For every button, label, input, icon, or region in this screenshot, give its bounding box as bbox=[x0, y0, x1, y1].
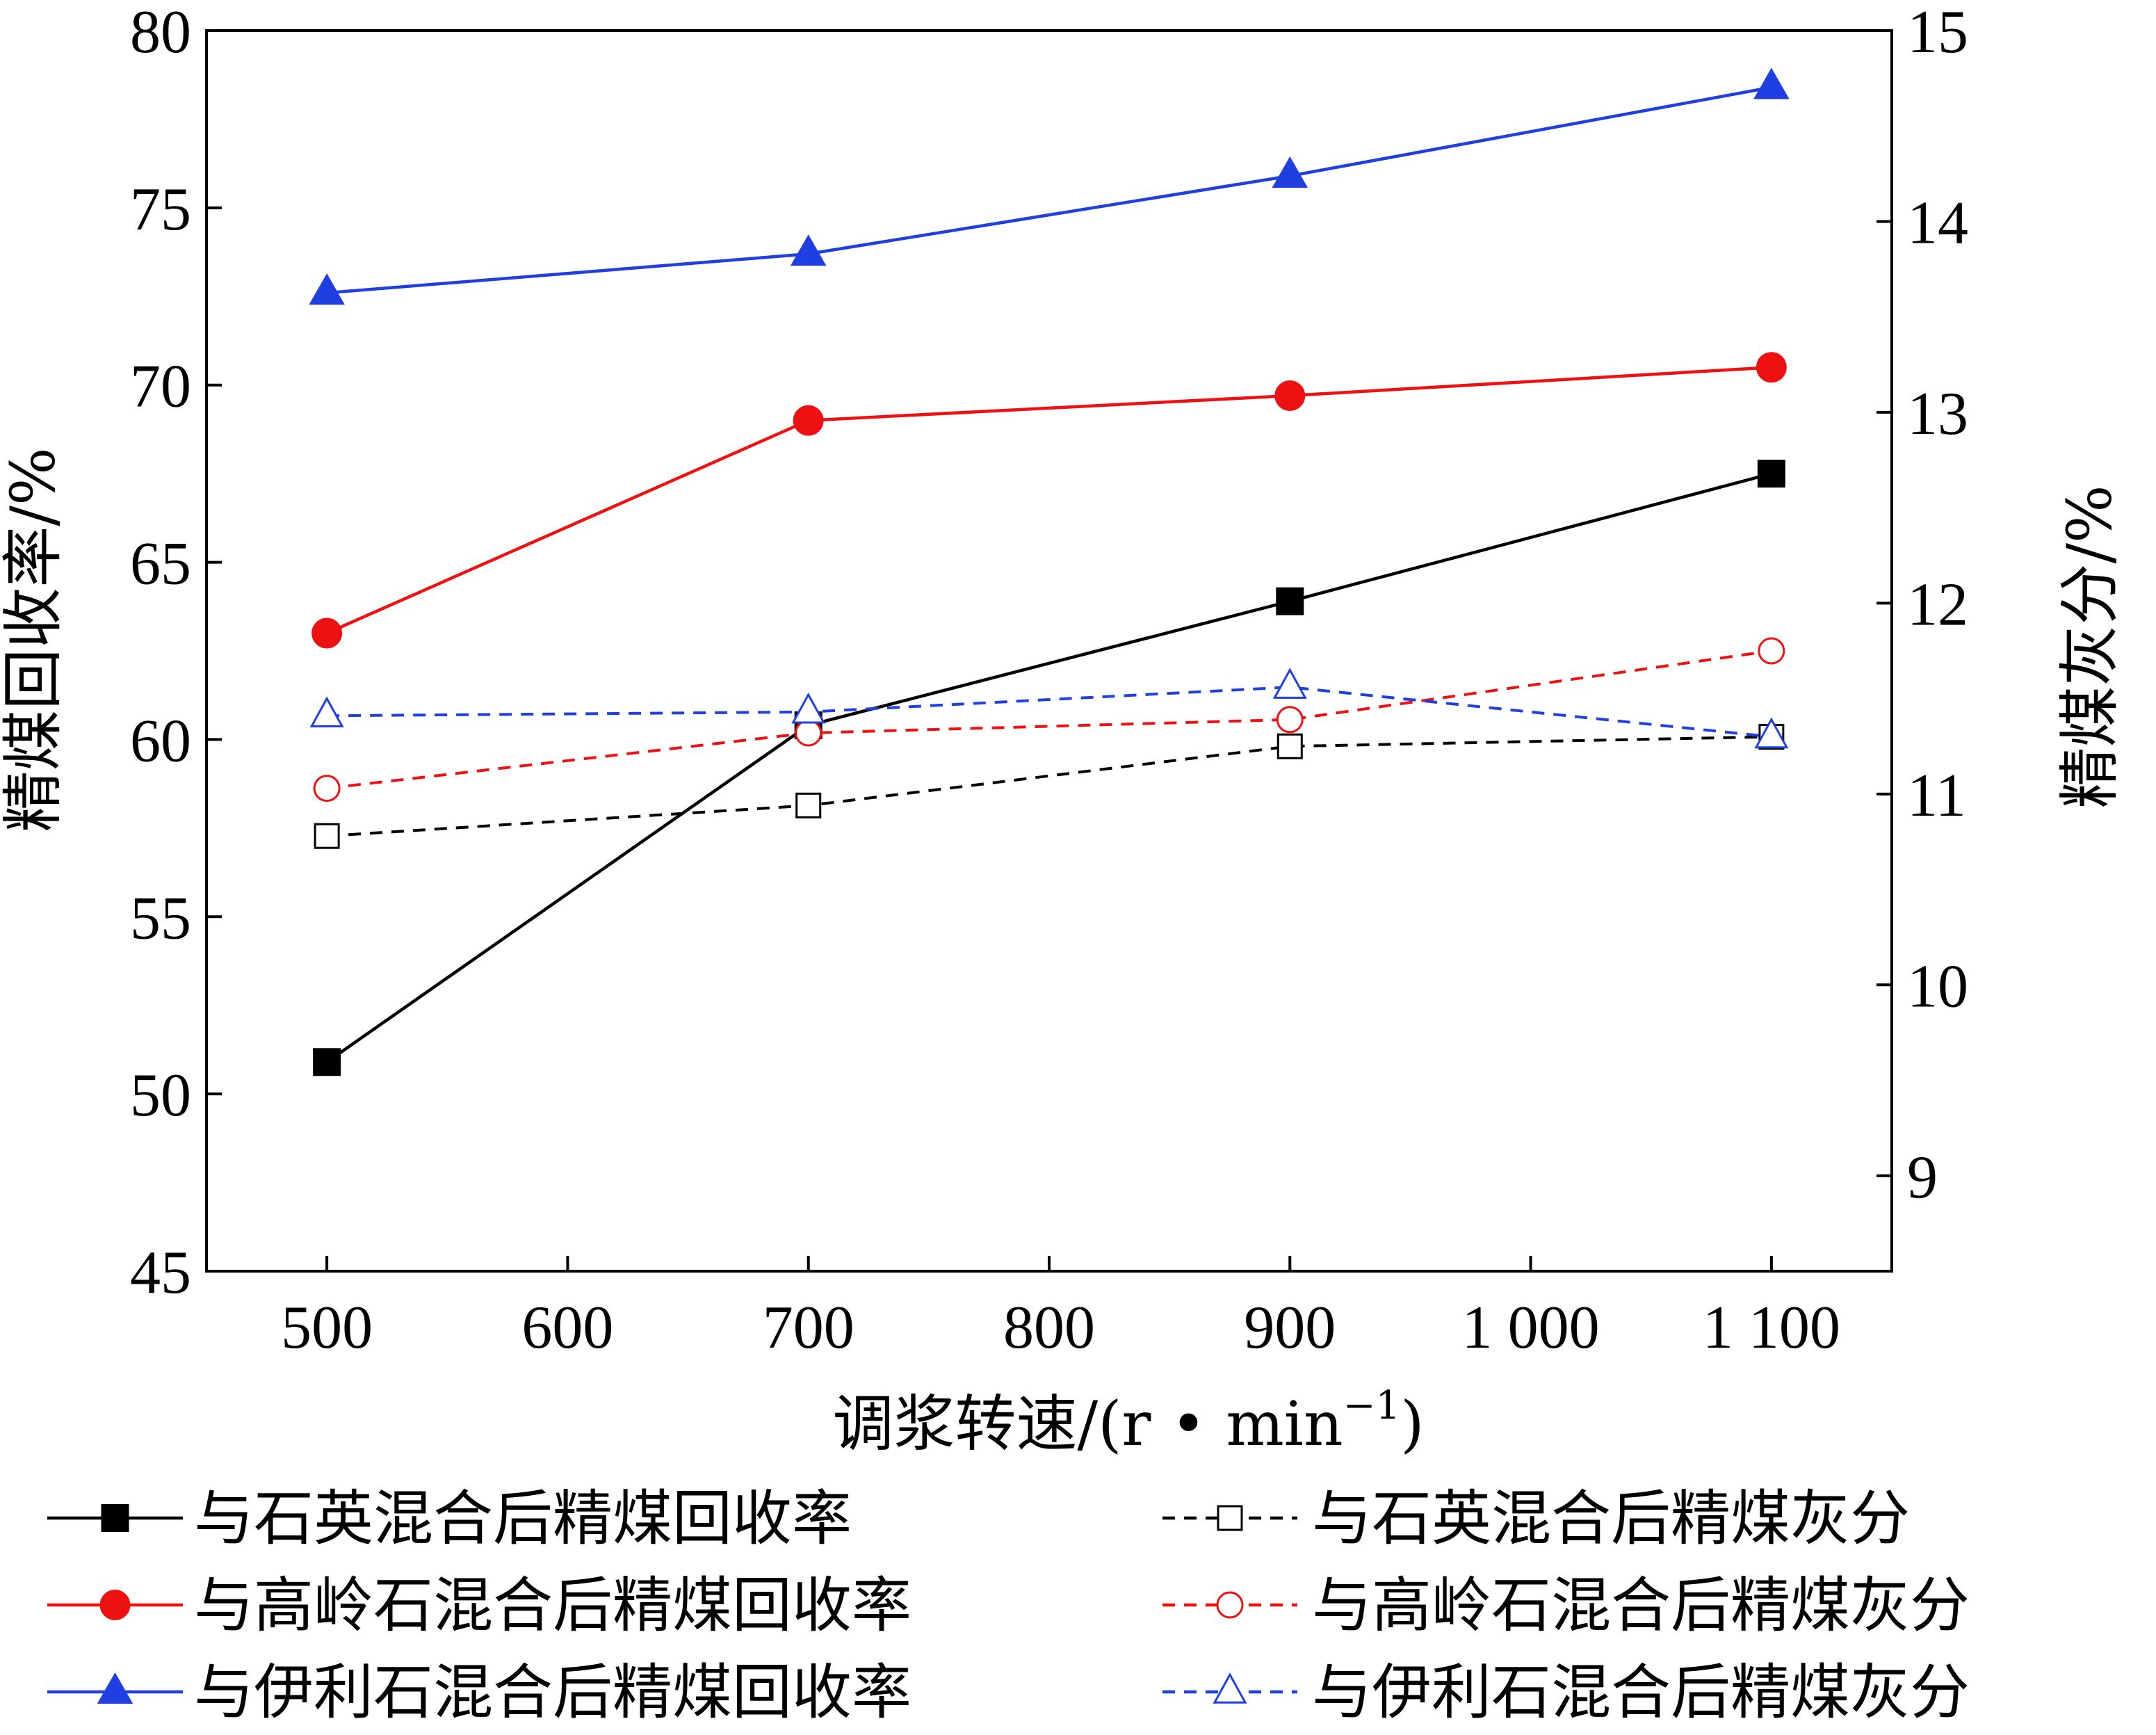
series-line bbox=[326, 86, 1772, 295]
legend-item: 与石英混合后精煤灰分 bbox=[1162, 1484, 1910, 1554]
series-5 bbox=[313, 637, 1785, 802]
right-y-tick-label: 12 bbox=[1907, 571, 1968, 638]
left-y-axis-title: 精煤回收率/% bbox=[0, 447, 69, 832]
series-2 bbox=[311, 352, 1787, 649]
left-y-tick-label: 50 bbox=[130, 1062, 191, 1129]
data-point bbox=[795, 719, 822, 747]
left-y-tick-label: 65 bbox=[130, 531, 191, 598]
legend-item: 与高岭石混合后精煤灰分 bbox=[1162, 1571, 1970, 1640]
x-tick-label: 500 bbox=[281, 1294, 373, 1362]
series-3 bbox=[309, 67, 1790, 305]
data-point bbox=[313, 1048, 341, 1076]
data-point bbox=[313, 775, 341, 802]
left-y-tick-label: 45 bbox=[130, 1239, 191, 1307]
right-y-tick-label: 13 bbox=[1907, 380, 1968, 448]
plot-frame bbox=[205, 29, 1893, 1273]
data-point bbox=[1753, 67, 1790, 99]
data-point bbox=[314, 823, 340, 849]
series-layer bbox=[309, 67, 1790, 1076]
x-tick-label: 700 bbox=[763, 1294, 854, 1362]
legend-label: 与高岭石混合后精煤回收率 bbox=[194, 1571, 911, 1640]
legend-marker bbox=[97, 1672, 133, 1704]
x-tick-label: 800 bbox=[1003, 1294, 1095, 1362]
legend-label: 与伊利石混合后精煤灰分 bbox=[1312, 1658, 1970, 1727]
legend-item: 与伊利石混合后精煤灰分 bbox=[1162, 1658, 1970, 1727]
legend-marker bbox=[1216, 1591, 1244, 1619]
data-point bbox=[793, 405, 824, 436]
data-point bbox=[311, 618, 343, 649]
right-y-axis-title: 精煤灰分/% bbox=[2054, 485, 2125, 808]
legend-marker bbox=[101, 1504, 129, 1532]
right-y-tick-label: 9 bbox=[1907, 1144, 1938, 1211]
series-6 bbox=[309, 668, 1789, 749]
legend-marker bbox=[99, 1590, 131, 1620]
data-point bbox=[1276, 587, 1304, 615]
data-point bbox=[1756, 352, 1787, 383]
left-y-tick-label: 75 bbox=[130, 176, 191, 243]
data-point bbox=[1276, 706, 1304, 734]
legend-marker bbox=[1213, 1672, 1247, 1704]
right-y-tick-label: 11 bbox=[1907, 762, 1966, 830]
x-tick-label: 1 000 bbox=[1462, 1294, 1600, 1362]
legend-marker bbox=[1217, 1505, 1243, 1531]
data-point bbox=[1754, 717, 1789, 749]
data-point bbox=[309, 696, 344, 728]
legend-item: 与高岭石混合后精煤回收率 bbox=[47, 1571, 911, 1640]
right-y-axis: 9 10 11 12 13 14 15 bbox=[1877, 0, 1968, 1211]
data-point bbox=[1757, 460, 1785, 488]
x-axis: 500 600 700 800 900 1 000 1 100 bbox=[281, 1256, 1840, 1362]
data-point bbox=[795, 792, 822, 818]
series-line bbox=[326, 649, 1772, 790]
left-y-tick-label: 55 bbox=[130, 885, 191, 952]
x-tick-label: 900 bbox=[1244, 1294, 1336, 1362]
x-axis-title: 调浆转速/(r • min−1) bbox=[832, 1383, 1424, 1460]
legend-item: 与伊利石混合后精煤回收率 bbox=[47, 1658, 911, 1727]
left-y-tick-label: 80 bbox=[130, 0, 191, 66]
legend-label: 与石英混合后精煤回收率 bbox=[194, 1484, 852, 1554]
left-y-axis: 45 50 55 60 65 70 75 80 bbox=[130, 0, 222, 1307]
data-point bbox=[309, 273, 345, 305]
data-point bbox=[1758, 637, 1785, 665]
data-point bbox=[791, 692, 826, 724]
series-1 bbox=[313, 460, 1785, 1076]
left-y-tick-label: 70 bbox=[130, 353, 191, 421]
right-y-tick-label: 14 bbox=[1907, 189, 1968, 257]
x-tick-label: 1 100 bbox=[1703, 1294, 1840, 1362]
data-point bbox=[1276, 733, 1303, 759]
series-4 bbox=[314, 724, 1785, 849]
left-y-tick-label: 60 bbox=[130, 707, 191, 775]
plot-border bbox=[205, 29, 1893, 1273]
right-y-tick-label: 10 bbox=[1907, 953, 1968, 1020]
series-line bbox=[327, 735, 1772, 838]
series-line bbox=[326, 365, 1772, 635]
legend-item: 与石英混合后精煤回收率 bbox=[47, 1484, 852, 1554]
series-line bbox=[327, 686, 1772, 739]
x-axis-title-superscript: −1 bbox=[1343, 1383, 1401, 1428]
data-point bbox=[1274, 380, 1306, 412]
legend-label: 与伊利石混合后精煤回收率 bbox=[194, 1658, 911, 1727]
data-point bbox=[790, 234, 827, 266]
data-point bbox=[1272, 668, 1307, 699]
legend-label: 与高岭石混合后精煤灰分 bbox=[1312, 1571, 1970, 1640]
right-y-tick-label: 15 bbox=[1907, 0, 1968, 66]
data-point bbox=[1272, 156, 1308, 188]
legend-label: 与石英混合后精煤灰分 bbox=[1312, 1484, 1910, 1554]
x-tick-label: 600 bbox=[521, 1294, 613, 1362]
series-line bbox=[325, 471, 1772, 1064]
